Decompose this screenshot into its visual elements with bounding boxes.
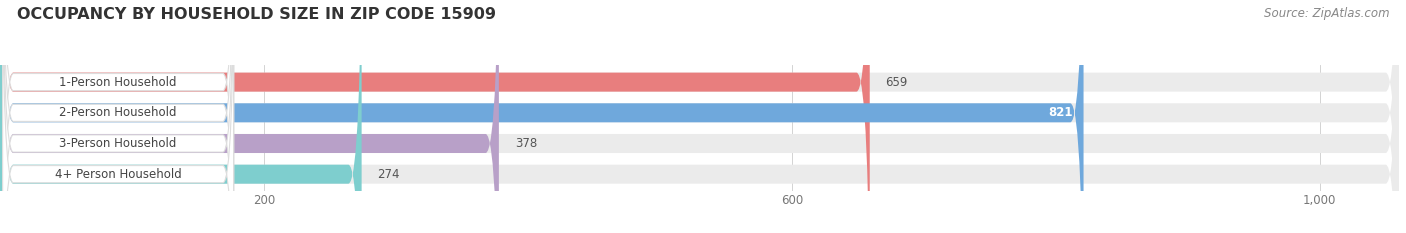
FancyBboxPatch shape [0, 0, 1084, 233]
Text: 659: 659 [886, 76, 908, 89]
Text: 2-Person Household: 2-Person Household [59, 106, 177, 119]
Text: 3-Person Household: 3-Person Household [59, 137, 177, 150]
Text: 378: 378 [515, 137, 537, 150]
Text: 1-Person Household: 1-Person Household [59, 76, 177, 89]
Text: 4+ Person Household: 4+ Person Household [55, 168, 181, 181]
FancyBboxPatch shape [0, 0, 499, 233]
FancyBboxPatch shape [3, 0, 233, 233]
FancyBboxPatch shape [3, 0, 233, 233]
Text: 821: 821 [1049, 106, 1073, 119]
Text: OCCUPANCY BY HOUSEHOLD SIZE IN ZIP CODE 15909: OCCUPANCY BY HOUSEHOLD SIZE IN ZIP CODE … [17, 7, 496, 22]
FancyBboxPatch shape [0, 0, 870, 233]
Text: Source: ZipAtlas.com: Source: ZipAtlas.com [1264, 7, 1389, 20]
Text: 274: 274 [377, 168, 399, 181]
FancyBboxPatch shape [3, 0, 233, 233]
FancyBboxPatch shape [3, 0, 233, 233]
FancyBboxPatch shape [0, 0, 361, 233]
